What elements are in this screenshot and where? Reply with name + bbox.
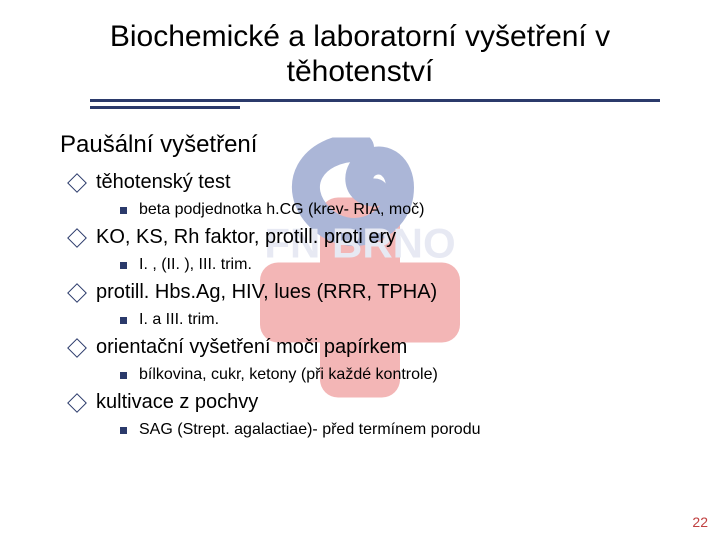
list-item-label: protill. Hbs.Ag, HIV, lues (RRR, TPHA) [96, 281, 437, 304]
title-underline [0, 99, 720, 109]
list-subitem: I. , (II. ), III. trim. [70, 253, 680, 277]
list-item: KO, KS, Rh faktor, protill. proti ery [70, 222, 680, 253]
bullet-list: těhotenský test beta podjednotka h.CG (k… [0, 167, 720, 442]
diamond-bullet-icon [70, 176, 84, 190]
list-item: kultivace z pochvy [70, 387, 680, 418]
diamond-bullet-icon [70, 396, 84, 410]
square-bullet-icon [120, 317, 127, 324]
square-bullet-icon [120, 372, 127, 379]
list-subitem: SAG (Strept. agalactiae)- před termínem … [70, 418, 680, 442]
list-subitem-label: beta podjednotka h.CG (krev- RIA, moč) [139, 201, 424, 219]
list-item-label: kultivace z pochvy [96, 391, 258, 414]
slide-title: Biochemické a laboratorní vyšetření v tě… [60, 20, 660, 89]
list-item-label: těhotenský test [96, 171, 231, 194]
list-subitem: bílkovina, cukr, ketony (při každé kontr… [70, 363, 680, 387]
subtitle: Paušální vyšetření [0, 109, 720, 167]
page-number: 22 [692, 514, 708, 530]
diamond-bullet-icon [70, 231, 84, 245]
title-block: Biochemické a laboratorní vyšetření v tě… [0, 0, 720, 97]
square-bullet-icon [120, 207, 127, 214]
list-item: těhotenský test [70, 167, 680, 198]
list-subitem-label: bílkovina, cukr, ketony (při každé kontr… [139, 366, 438, 384]
square-bullet-icon [120, 262, 127, 269]
square-bullet-icon [120, 427, 127, 434]
list-subitem: I. a III. trim. [70, 308, 680, 332]
list-subitem-label: SAG (Strept. agalactiae)- před termínem … [139, 421, 481, 439]
list-subitem-label: I. , (II. ), III. trim. [139, 256, 252, 274]
list-subitem: beta podjednotka h.CG (krev- RIA, moč) [70, 198, 680, 222]
list-item: orientační vyšetření moči papírkem [70, 332, 680, 363]
list-subitem-label: I. a III. trim. [139, 311, 219, 329]
list-item-label: orientační vyšetření moči papírkem [96, 336, 407, 359]
list-item: protill. Hbs.Ag, HIV, lues (RRR, TPHA) [70, 277, 680, 308]
diamond-bullet-icon [70, 341, 84, 355]
diamond-bullet-icon [70, 286, 84, 300]
list-item-label: KO, KS, Rh faktor, protill. proti ery [96, 226, 396, 249]
